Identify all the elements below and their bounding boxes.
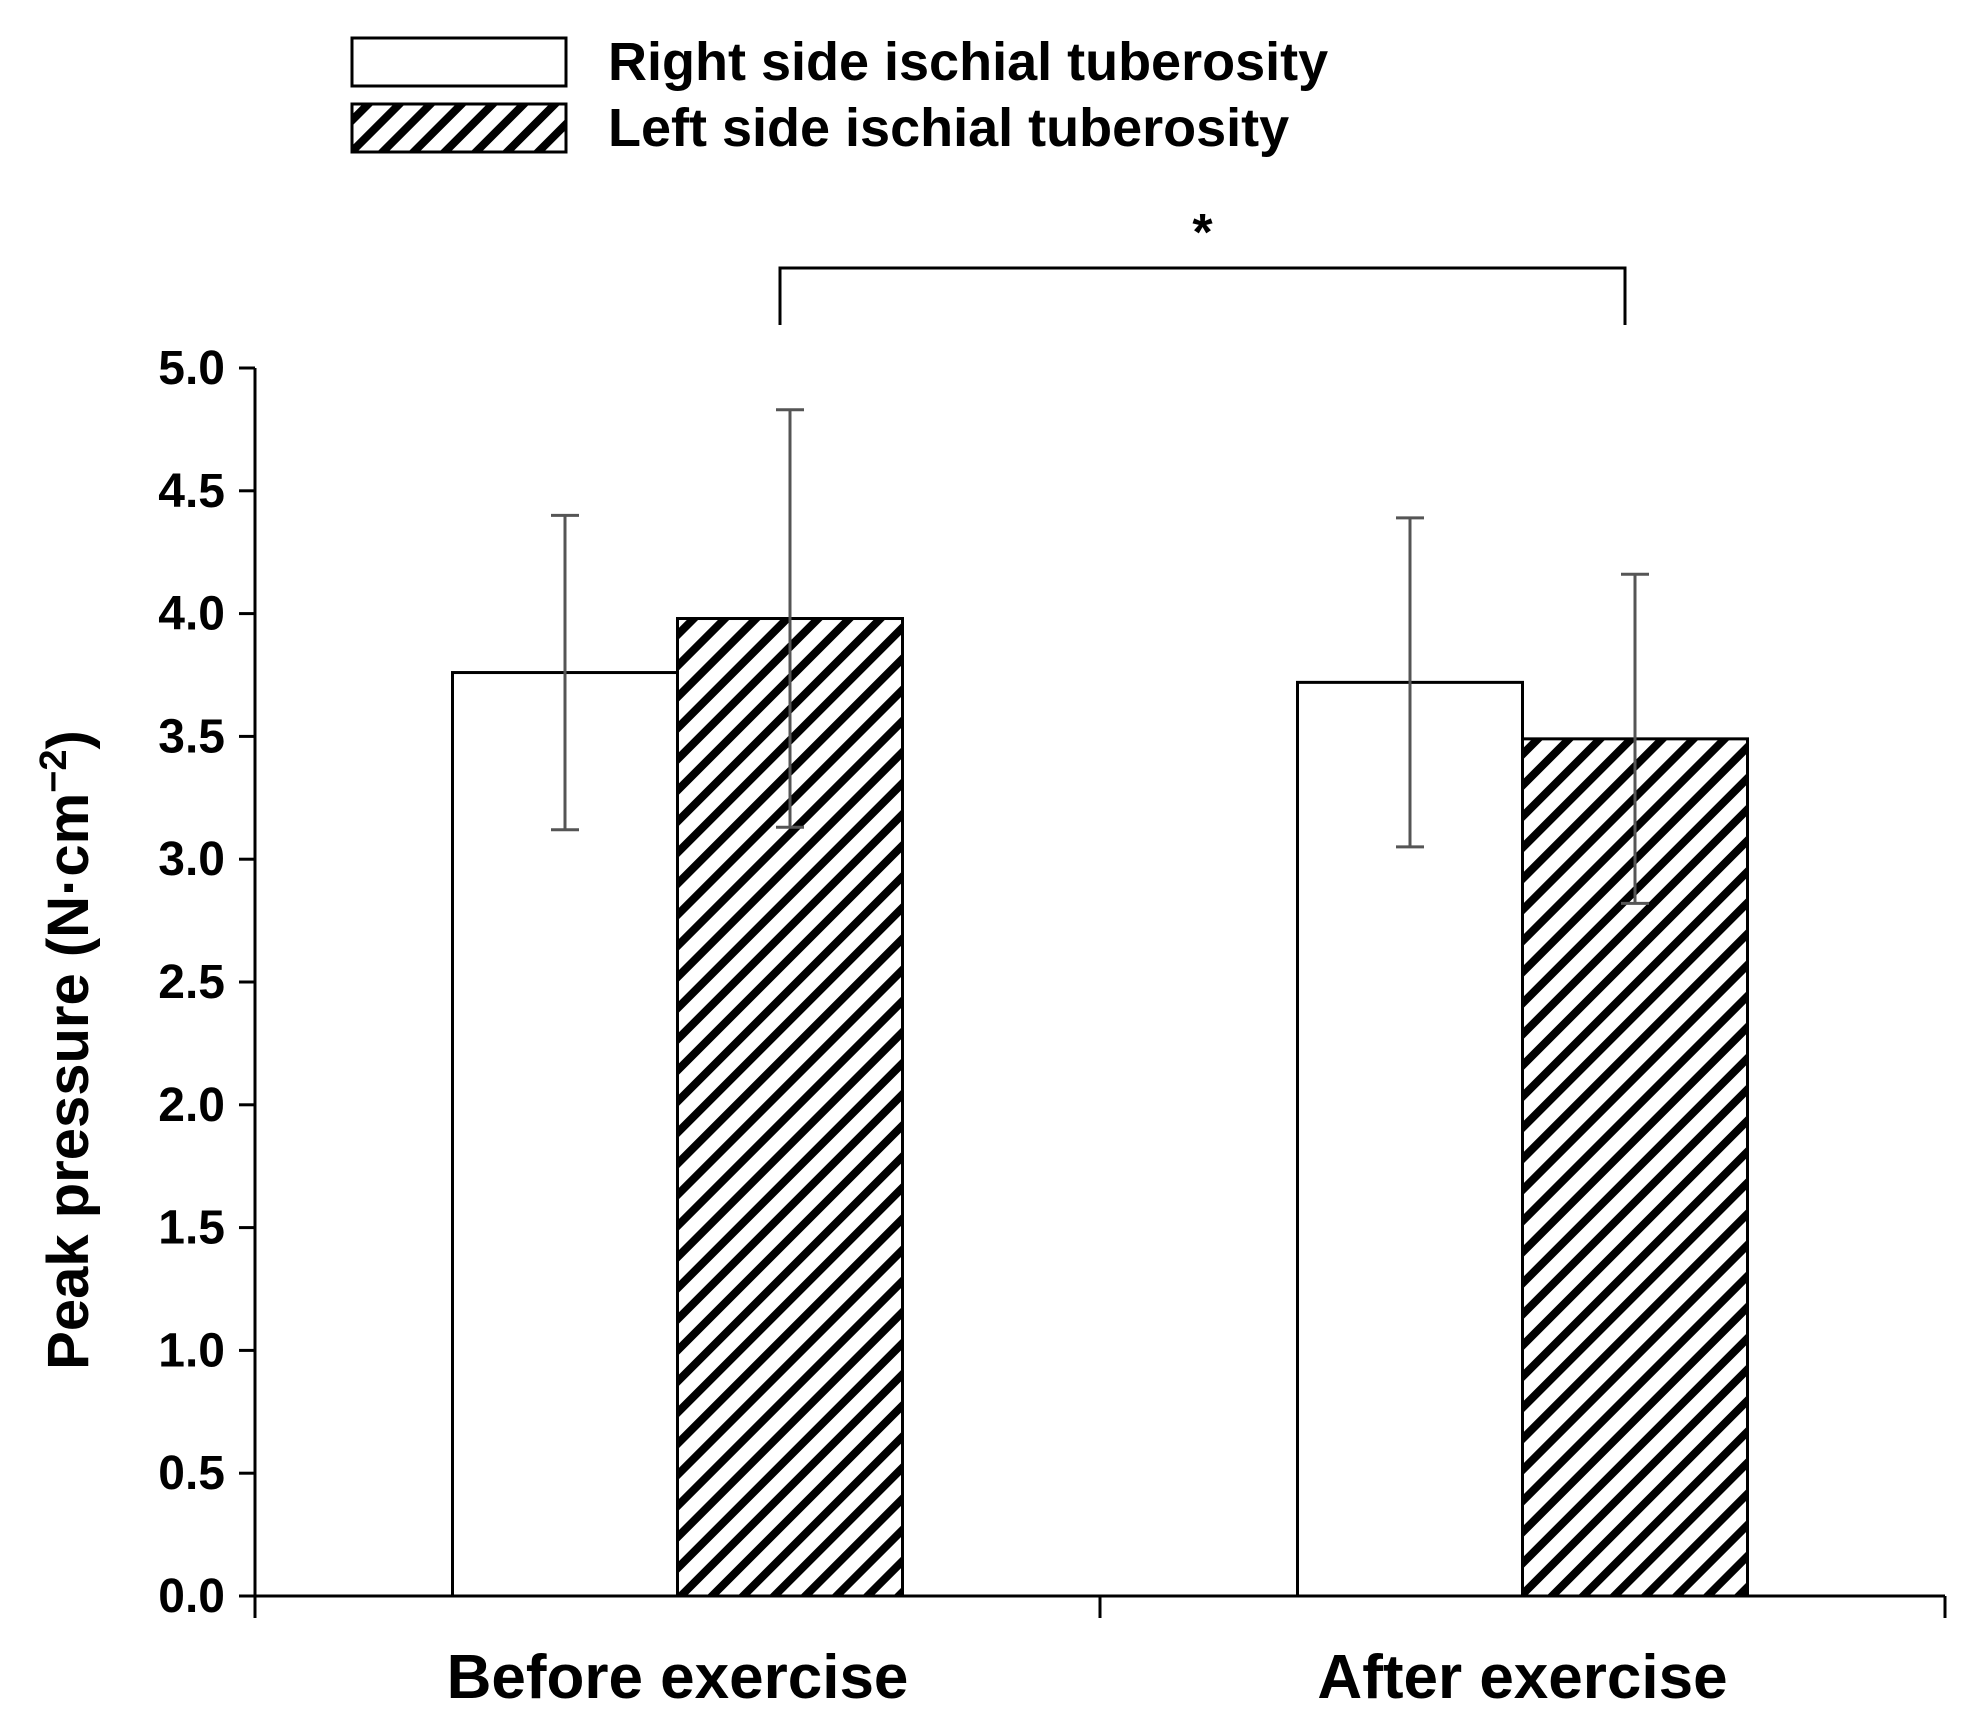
y-tick-label: 0.5 <box>158 1447 225 1500</box>
y-tick-label: 1.5 <box>158 1202 225 1255</box>
x-category-label: After exercise <box>1317 1643 1727 1712</box>
y-tick-label: 1.0 <box>158 1324 225 1377</box>
legend-label-left: Left side ischial tuberosity <box>608 98 1289 158</box>
y-axis-title-close: ) <box>36 730 101 749</box>
y-tick-label: 4.0 <box>158 588 225 641</box>
y-tick-label: 2.0 <box>158 1079 225 1132</box>
y-axis-title-superscript: −2 <box>33 749 75 792</box>
y-tick-label: 0.0 <box>158 1570 225 1623</box>
x-category-label: Before exercise <box>447 1643 909 1712</box>
significance-bracket <box>778 266 1627 325</box>
y-tick-label: 3.5 <box>158 710 225 763</box>
legend-label-right: Right side ischial tuberosity <box>608 32 1328 92</box>
y-tick-label: 3.0 <box>158 833 225 886</box>
y-tick-label: 4.5 <box>158 465 225 518</box>
legend-swatch-left <box>350 102 568 154</box>
y-axis-title: Peak pressure (N·cm−2) <box>33 730 101 1370</box>
y-axis-title-main: Peak pressure (N·cm <box>36 793 101 1370</box>
significance-marker: * <box>1192 204 1213 262</box>
y-tick-label: 5.0 <box>158 342 225 395</box>
legend-swatch-right <box>350 36 568 88</box>
y-tick-label: 2.5 <box>158 956 225 1009</box>
plot-area: 0.0 0.5 1.0 1.5 2.0 2.5 3.0 3.5 4.0 4.5 5.0 Before … <box>158 204 1947 1712</box>
